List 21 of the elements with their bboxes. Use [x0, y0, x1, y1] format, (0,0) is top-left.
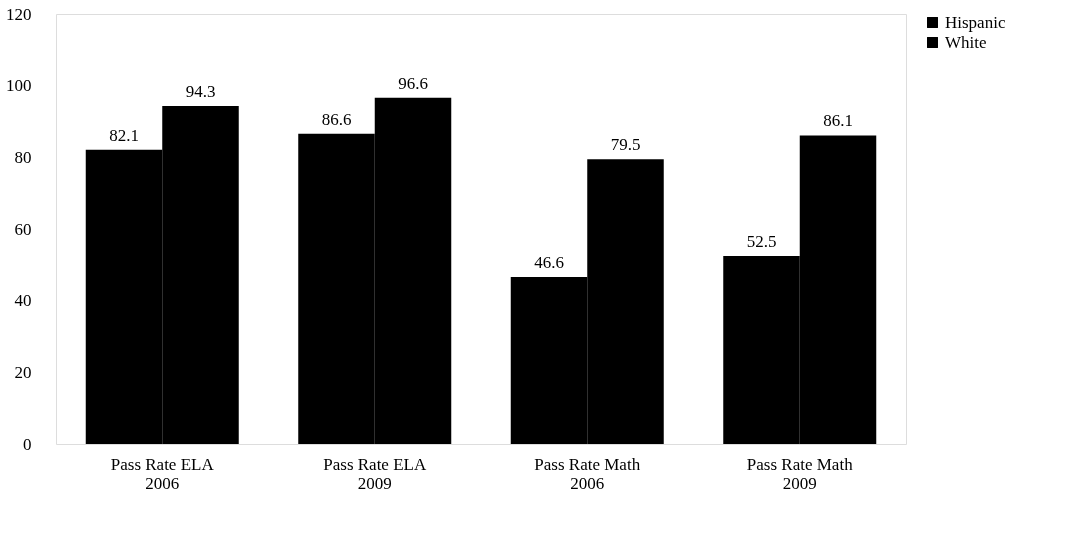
x-tick-label: Pass Rate Math 2006	[534, 454, 641, 493]
y-tick-label: 40	[14, 291, 32, 311]
x-tick-label: Pass Rate Math 2009	[746, 454, 854, 493]
y-tick-label: 60	[14, 219, 32, 239]
data-label: 52.5	[746, 231, 777, 251]
data-label: 82.1	[109, 125, 139, 145]
data-label: 46.6	[534, 253, 564, 273]
data-label: 79.5	[610, 135, 641, 155]
x-tick-label: Pass Rate ELA 2009	[323, 454, 427, 493]
data-label: 86.1	[823, 111, 853, 131]
legend-label: Hispanic	[945, 12, 1006, 32]
legend-label: White	[945, 32, 987, 52]
data-label: 86.6	[321, 109, 352, 129]
data-label: 96.6	[398, 73, 428, 93]
x-tick-label: Pass Rate ELA 2006	[110, 454, 215, 493]
y-tick-label: 80	[14, 147, 32, 167]
y-tick-label: 100	[6, 76, 32, 96]
y-tick-label: 120	[6, 4, 32, 24]
y-tick-label: 20	[14, 362, 32, 382]
data-label: 94.3	[185, 82, 216, 102]
y-tick-label: 0	[23, 434, 32, 454]
